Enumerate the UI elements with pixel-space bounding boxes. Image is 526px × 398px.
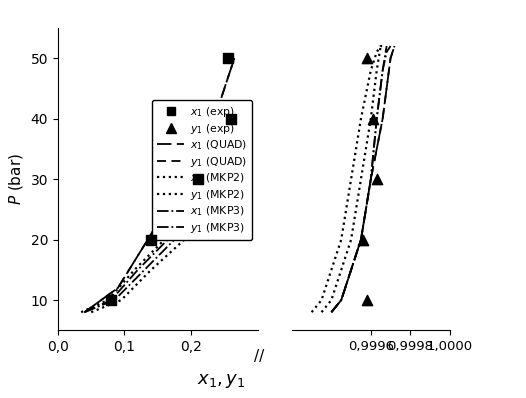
Point (194, 176, 202, 182)
Point (372, 176, 381, 182)
Point (107, 297, 115, 303)
Y-axis label: $\mathit{P}$ (bar): $\mathit{P}$ (bar) (7, 153, 25, 205)
Legend: $x_1$ (exp), $y_1$ (exp), $x_1$ (QUAD), $y_1$ (QUAD), $x_1$ (MKP2), $y_1$ (MKP2): $x_1$ (exp), $y_1$ (exp), $x_1$ (QUAD), … (152, 100, 252, 240)
Point (224, 55, 232, 61)
Text: //: // (254, 349, 265, 364)
Point (147, 236, 155, 243)
Point (362, 55, 371, 61)
Text: $\mathit{x_1}$$\mathit{, y_1}$: $\mathit{x_1}$$\mathit{, y_1}$ (197, 372, 245, 390)
Point (362, 297, 371, 303)
Point (227, 115, 235, 122)
Point (369, 115, 377, 122)
Point (359, 236, 367, 243)
